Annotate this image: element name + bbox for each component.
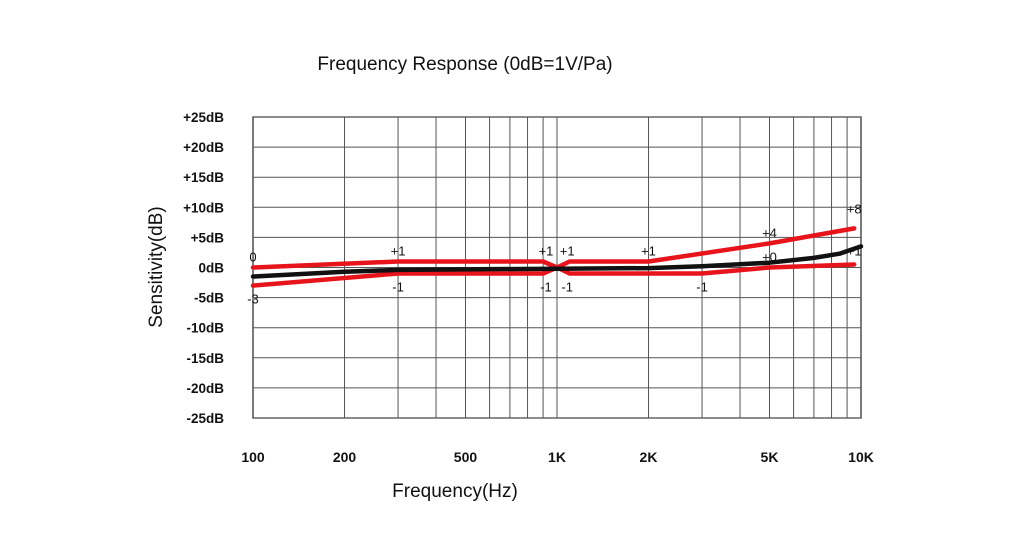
curve-annotation: -1: [392, 280, 404, 295]
x-axis-label: Frequency(Hz): [392, 481, 518, 502]
y-tick-label: -5dB: [194, 291, 224, 306]
curve-annotation: 0: [249, 250, 256, 265]
x-tick-label: 2K: [640, 449, 658, 465]
y-tick-label: +20dB: [183, 140, 224, 155]
x-tick-label: 5K: [761, 449, 779, 465]
y-tick-label: +5dB: [191, 230, 225, 245]
series-lines: [250, 226, 864, 288]
curve-annotation: +0: [762, 250, 777, 265]
curve-annotation: +1: [560, 243, 575, 258]
curve-annotation: +1: [539, 243, 554, 258]
curve-annotation: -1: [561, 280, 573, 295]
y-tick-label: -25dB: [186, 411, 224, 426]
curve-annotation: +8: [847, 201, 862, 216]
x-tick-label: 1K: [548, 449, 566, 465]
x-tick-label: 500: [454, 449, 478, 465]
y-tick-label: -15dB: [186, 351, 224, 366]
y-tick-label: -10dB: [186, 321, 224, 336]
annotations: 0 -3 +1 -1 +1 -1 +1 -1 +1 -1 +4 +0 +8 +1: [247, 201, 861, 306]
chart-title: Frequency Response (0dB=1V/Pa): [317, 54, 612, 75]
response-curve-line: [250, 244, 864, 279]
y-axis-label: Sensitivity(dB): [146, 206, 167, 327]
curve-annotation: +1: [391, 243, 406, 258]
y-tick-label: +10dB: [183, 200, 224, 215]
y-axis-ticks: +25dB +20dB +15dB +10dB +5dB 0dB -5dB -10dB -15d…: [183, 110, 224, 426]
curve-annotation: -3: [247, 292, 259, 307]
y-tick-label: -20dB: [186, 381, 224, 396]
curve-annotation: -1: [540, 280, 552, 295]
curve-annotation: -1: [696, 280, 708, 295]
tolerance-limit-line: [250, 226, 857, 270]
x-tick-label: 10K: [848, 449, 874, 465]
x-tick-label: 200: [333, 449, 357, 465]
y-tick-label: 0dB: [198, 261, 224, 276]
curve-annotation: +1: [847, 243, 862, 258]
curve-annotation: +1: [641, 243, 656, 258]
curve-annotation: +4: [762, 225, 777, 240]
y-tick-label: +15dB: [183, 170, 224, 185]
x-tick-label: 100: [241, 449, 265, 465]
y-tick-label: +25dB: [183, 110, 224, 125]
x-axis-ticks: 100 200 500 1K 2K 5K 10K: [241, 449, 874, 465]
